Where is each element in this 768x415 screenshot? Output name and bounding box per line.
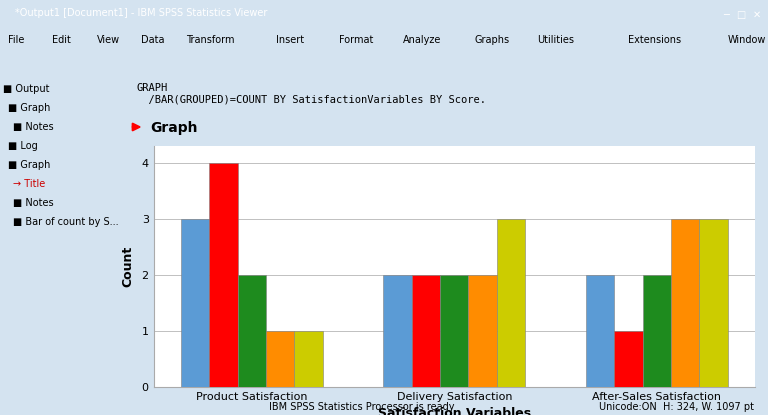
Text: ─: ─: [723, 10, 729, 20]
Text: Window: Window: [728, 35, 766, 45]
Text: ■ Graph: ■ Graph: [8, 103, 50, 113]
Bar: [586, 275, 614, 387]
Text: ■ Output: ■ Output: [2, 84, 49, 94]
Bar: [440, 275, 468, 387]
Text: Edit: Edit: [52, 35, 71, 45]
Text: ■ Graph: ■ Graph: [8, 160, 50, 170]
Bar: [209, 163, 237, 387]
Text: GRAPH
  /BAR(GROUPED)=COUNT BY SatisfactionVariables BY Score.: GRAPH /BAR(GROUPED)=COUNT BY Satisfactio…: [136, 83, 486, 104]
Text: Data: Data: [141, 35, 165, 45]
Bar: [497, 219, 525, 387]
Bar: [412, 275, 440, 387]
Bar: [383, 275, 412, 387]
Bar: [181, 219, 209, 387]
Bar: [468, 275, 497, 387]
Bar: [266, 331, 294, 387]
Text: View: View: [97, 35, 120, 45]
Text: Format: Format: [339, 35, 374, 45]
Bar: [643, 275, 671, 387]
Text: *Output1 [Document1] - IBM SPSS Statistics Viewer: *Output1 [Document1] - IBM SPSS Statisti…: [15, 8, 268, 18]
Bar: [614, 331, 643, 387]
Text: Unicode:ON  H: 324, W. 1097 pt: Unicode:ON H: 324, W. 1097 pt: [599, 402, 754, 412]
Bar: [699, 219, 727, 387]
Text: ■ Log: ■ Log: [8, 141, 38, 151]
Text: ■ Notes: ■ Notes: [12, 122, 53, 132]
Text: ✕: ✕: [753, 10, 760, 20]
X-axis label: Satisfaction Variables: Satisfaction Variables: [378, 407, 531, 415]
Bar: [294, 331, 323, 387]
Text: Analyze: Analyze: [402, 35, 441, 45]
Text: Utilities: Utilities: [538, 35, 574, 45]
Y-axis label: Count: Count: [121, 246, 134, 287]
Text: Graphs: Graphs: [475, 35, 510, 45]
Text: Graph: Graph: [151, 120, 198, 134]
Text: IBM SPSS Statistics Processor is ready: IBM SPSS Statistics Processor is ready: [269, 402, 455, 412]
Bar: [671, 219, 699, 387]
Text: ■ Notes: ■ Notes: [12, 198, 53, 208]
Bar: [237, 275, 266, 387]
Text: → Title: → Title: [12, 179, 45, 189]
Text: Extensions: Extensions: [628, 35, 681, 45]
Text: Insert: Insert: [276, 35, 305, 45]
Text: □: □: [737, 10, 746, 20]
Text: Transform: Transform: [186, 35, 234, 45]
Text: File: File: [8, 35, 24, 45]
Text: ■ Bar of count by S...: ■ Bar of count by S...: [12, 217, 118, 227]
